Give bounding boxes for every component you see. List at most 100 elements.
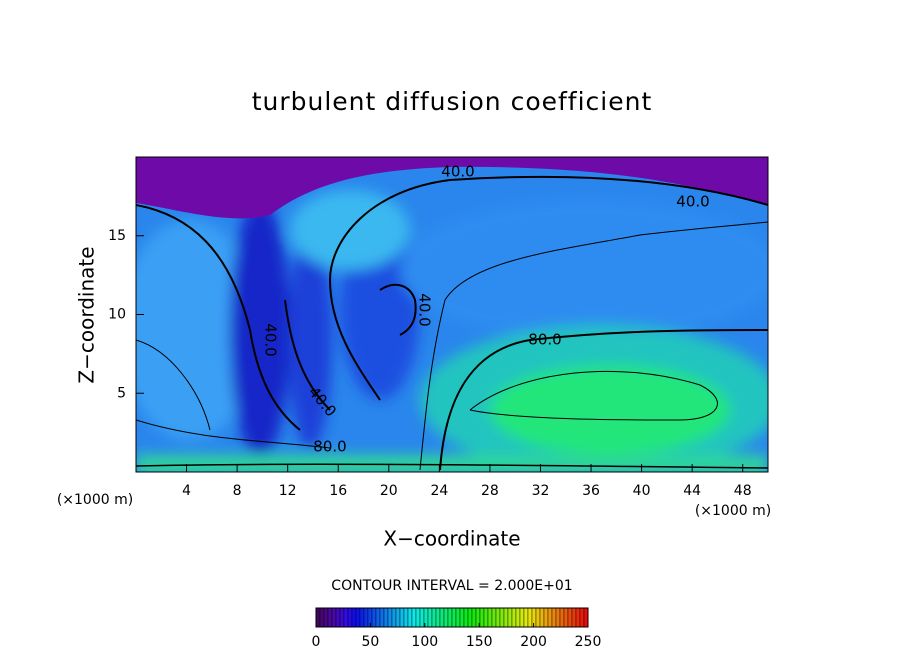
colorbar-stripe <box>339 607 345 628</box>
colorbar-stripe <box>459 607 465 628</box>
colorbar-stripe <box>351 607 357 628</box>
colorbar-stripe <box>519 607 525 628</box>
colorbar-stripe <box>427 607 433 628</box>
x-tick-label: 4 <box>182 483 191 499</box>
shade <box>288 230 332 450</box>
colorbar-tick-label: 250 <box>575 634 602 650</box>
colorbar-stripe <box>555 607 561 628</box>
contour-label: 40.0 <box>676 193 709 211</box>
colorbar-stripe <box>471 607 477 628</box>
x-unit-label: (×1000 m) <box>695 503 771 519</box>
colorbar-tick-label: 50 <box>361 634 379 650</box>
colorbar-stripe <box>503 607 509 628</box>
colorbar-stripe <box>439 607 445 628</box>
colorbar-stripe <box>539 607 545 628</box>
colorbar-stripe <box>483 607 489 628</box>
colorbar-stripe <box>535 607 541 628</box>
colorbar-stripe <box>327 607 333 628</box>
x-tick-label: 32 <box>532 483 550 499</box>
colorbar-stripe <box>415 607 421 628</box>
colorbar-tick-label: 150 <box>466 634 493 650</box>
colorbar: 0 50 100 150 200 250 <box>312 607 602 650</box>
y-axis-label: Z−coordinate <box>75 246 99 383</box>
y-tick-label: 5 <box>117 385 126 401</box>
colorbar-frame <box>315 607 589 628</box>
colorbar-stripe <box>347 607 353 628</box>
colorbar-stripe <box>527 607 533 628</box>
x-tick-label: 36 <box>582 483 600 499</box>
colorbar-stripe <box>331 607 337 628</box>
colorbar-stripe <box>463 607 469 628</box>
colorbar-stripe <box>315 607 321 628</box>
x-tick-label: 20 <box>380 483 398 499</box>
colorbar-stripe <box>403 607 409 628</box>
x-tick-label: 8 <box>233 483 242 499</box>
colorbar-stripe <box>443 607 449 628</box>
colorbar-stripe <box>323 607 329 628</box>
colorbar-stripe <box>447 607 453 628</box>
colorbar-stripe <box>419 607 425 628</box>
shade <box>230 200 290 460</box>
colorbar-stripe <box>547 607 553 628</box>
colorbar-stripe <box>387 607 393 628</box>
colorbar-stripe <box>523 607 529 628</box>
contour-label: 40.0 <box>416 293 434 326</box>
contour-interval: CONTOUR INTERVAL = 2.000E+01 <box>331 578 572 594</box>
colorbar-stripe <box>359 607 365 628</box>
colorbar-stripe <box>499 607 505 628</box>
colorbar-stripe <box>379 607 385 628</box>
colorbar-stripe <box>383 607 389 628</box>
colorbar-stripe <box>571 607 577 628</box>
x-tick-label: 24 <box>430 483 448 499</box>
colorbar-stripe <box>563 607 569 628</box>
y-unit-label: (×1000 m) <box>57 492 133 508</box>
upper-region <box>136 157 768 219</box>
colorbar-stripe <box>319 607 325 628</box>
x-tick-label: 16 <box>329 483 347 499</box>
colorbar-stripe <box>567 607 573 628</box>
x-tick-label: 28 <box>481 483 499 499</box>
colorbar-stripe <box>579 607 585 628</box>
colorbar-stripe <box>551 607 557 628</box>
colorbar-stripe <box>511 607 517 628</box>
colorbar-stripe <box>407 607 413 628</box>
x-tick-label: 40 <box>633 483 651 499</box>
colorbar-stripe <box>559 607 565 628</box>
colorbar-stripe <box>395 607 401 628</box>
field-shading <box>136 190 768 472</box>
colorbar-stripe <box>491 607 497 628</box>
contour-label: 80.0 <box>313 438 346 456</box>
colorbar-stripe <box>399 607 405 628</box>
shade <box>400 200 768 340</box>
colorbar-tick-label: 0 <box>312 634 321 650</box>
colorbar-stripe <box>455 607 461 628</box>
x-axis-label: X−coordinate <box>383 527 520 551</box>
colorbar-stripe <box>371 607 377 628</box>
colorbar-stripe <box>391 607 397 628</box>
colorbar-stripe <box>575 607 581 628</box>
contour-label: 40.0 <box>262 323 280 356</box>
x-tick-label: 44 <box>683 483 701 499</box>
field <box>136 157 768 472</box>
colorbar-tick-label: 100 <box>411 634 438 650</box>
colorbar-stripe <box>451 607 457 628</box>
colorbar-stripe <box>431 607 437 628</box>
x-tick-label: 48 <box>734 483 752 499</box>
y-tick-label: 10 <box>108 307 126 323</box>
colorbar-stripe <box>411 607 417 628</box>
y-tick-label: 15 <box>108 228 126 244</box>
colorbar-stripe <box>363 607 369 628</box>
colorbar-stripe <box>495 607 501 628</box>
colorbar-stripe <box>487 607 493 628</box>
contour-label: 80.0 <box>528 331 561 349</box>
colorbar-tick-label: 200 <box>520 634 547 650</box>
colorbar-stripe <box>355 607 361 628</box>
colorbar-stripe <box>515 607 521 628</box>
colorbar-stripe <box>335 607 341 628</box>
contour-lines <box>136 175 768 471</box>
contour-label: 40.0 <box>441 163 474 181</box>
shade <box>490 365 730 455</box>
shade <box>136 455 768 472</box>
colorbar-stripe <box>479 607 485 628</box>
